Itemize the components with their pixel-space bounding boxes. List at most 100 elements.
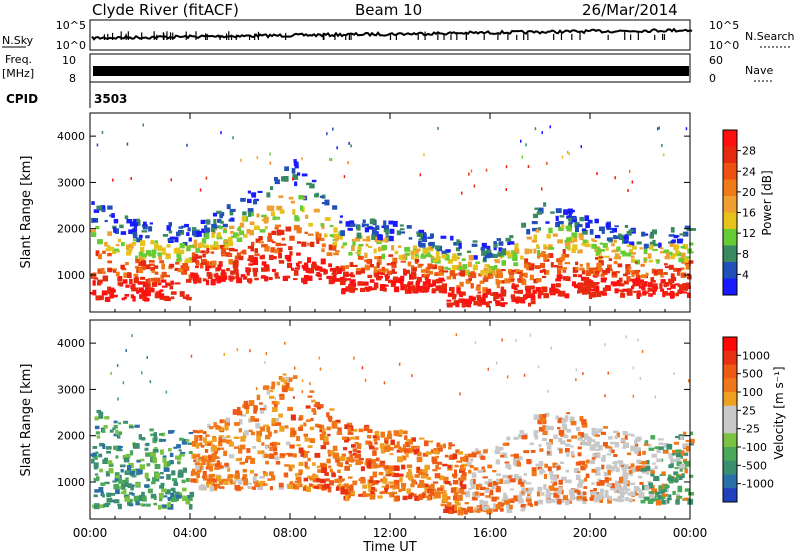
velocity-cell bbox=[372, 450, 377, 456]
power-cell bbox=[579, 216, 585, 222]
velocity-cell bbox=[108, 468, 114, 474]
velocity-cell bbox=[205, 434, 210, 437]
power-cell bbox=[174, 267, 180, 271]
velocity-cell bbox=[476, 508, 481, 513]
velocity-cell bbox=[574, 489, 579, 493]
velocity-cell bbox=[398, 473, 404, 477]
velocity-cell bbox=[158, 438, 163, 443]
velocity-cell bbox=[492, 469, 497, 473]
power-cell bbox=[326, 275, 332, 279]
velocity-cell bbox=[424, 486, 428, 493]
power-cell bbox=[388, 254, 394, 257]
power-cell bbox=[328, 263, 332, 268]
power-cell bbox=[211, 232, 215, 238]
power-cell bbox=[517, 278, 522, 282]
power-cell bbox=[319, 266, 323, 270]
velocity-cell bbox=[124, 496, 130, 502]
velocity-cell bbox=[389, 471, 395, 474]
velocity-cell bbox=[248, 418, 253, 423]
power-cell bbox=[402, 284, 408, 289]
power-cell bbox=[495, 301, 501, 306]
power-cell bbox=[279, 209, 285, 214]
power-cell bbox=[517, 271, 522, 274]
power-speck bbox=[527, 165, 530, 168]
power-cell bbox=[637, 290, 641, 293]
power-cell bbox=[267, 236, 272, 242]
power-cell bbox=[138, 268, 143, 274]
velocity-cell bbox=[314, 423, 320, 428]
velocity-cell bbox=[417, 483, 421, 488]
velocity-cell bbox=[630, 463, 635, 468]
velocity-cell bbox=[689, 443, 694, 446]
power-cell bbox=[246, 271, 250, 276]
velocity-cell bbox=[446, 502, 452, 507]
power-cell bbox=[206, 272, 212, 277]
velocity-cell bbox=[622, 431, 628, 435]
power-cell bbox=[530, 263, 535, 269]
power-cell bbox=[601, 229, 605, 234]
velocity-cell bbox=[582, 467, 586, 471]
velocity-cell bbox=[619, 477, 624, 483]
velocity-cell bbox=[446, 506, 451, 510]
velocity-cell bbox=[399, 447, 405, 452]
velocity-cell bbox=[656, 500, 662, 506]
velocity-cell bbox=[303, 451, 308, 458]
power-cell bbox=[308, 222, 313, 227]
power-cell bbox=[536, 278, 542, 283]
velocity-cell bbox=[608, 448, 613, 452]
power-cell bbox=[96, 205, 103, 210]
velocity-cell bbox=[204, 455, 210, 459]
velocity-cell bbox=[614, 461, 618, 467]
power-speck bbox=[566, 150, 569, 154]
velocity-cell bbox=[259, 402, 263, 405]
power-cell bbox=[557, 267, 563, 270]
velocity-cell bbox=[308, 483, 313, 487]
velocity-cell bbox=[480, 455, 486, 460]
power-cell bbox=[456, 285, 460, 289]
velocity-cell bbox=[335, 486, 340, 491]
velocity-cell bbox=[238, 428, 242, 433]
velocity-cell bbox=[160, 439, 167, 442]
power-cell bbox=[319, 195, 325, 198]
x-tick-label: 00:00 bbox=[73, 526, 108, 540]
power-cell bbox=[242, 276, 248, 280]
velocity-cell bbox=[603, 471, 608, 477]
power-cell bbox=[205, 233, 210, 239]
power-cell bbox=[256, 213, 260, 218]
power-cell bbox=[571, 281, 576, 287]
power-cell bbox=[640, 263, 645, 267]
power-colorbar-tick: 16 bbox=[742, 207, 756, 220]
velocity-cell bbox=[594, 497, 598, 503]
power-cell bbox=[438, 288, 445, 294]
velocity-cell bbox=[365, 440, 372, 445]
velocity-cell bbox=[434, 491, 441, 498]
power-cell bbox=[226, 204, 231, 210]
velocity-speck bbox=[607, 371, 609, 375]
power-cell bbox=[628, 270, 634, 273]
power-cell bbox=[154, 243, 159, 250]
velocity-cell bbox=[93, 462, 99, 469]
velocity-cell bbox=[278, 413, 283, 418]
velocity-cell bbox=[479, 499, 484, 505]
velocity-cell bbox=[550, 480, 554, 484]
power-cell bbox=[675, 283, 680, 286]
velocity-cell bbox=[520, 481, 525, 487]
power-cell bbox=[447, 292, 454, 297]
power-cell bbox=[166, 225, 171, 231]
power-cell bbox=[184, 223, 189, 228]
velocity-cell bbox=[485, 495, 491, 498]
velocity-cell bbox=[329, 468, 333, 473]
power-cell bbox=[235, 273, 240, 279]
power-cell bbox=[496, 284, 500, 289]
power-cell bbox=[163, 296, 170, 301]
power-cell bbox=[415, 285, 422, 292]
velocity-cell bbox=[627, 433, 633, 436]
power-cell bbox=[482, 294, 486, 298]
velocity-cell bbox=[594, 434, 600, 437]
velocity-cell bbox=[224, 420, 230, 426]
velocity-cell bbox=[482, 500, 489, 505]
velocity-cell bbox=[618, 488, 622, 494]
power-cell bbox=[530, 295, 536, 301]
velocity-cell bbox=[212, 478, 217, 483]
